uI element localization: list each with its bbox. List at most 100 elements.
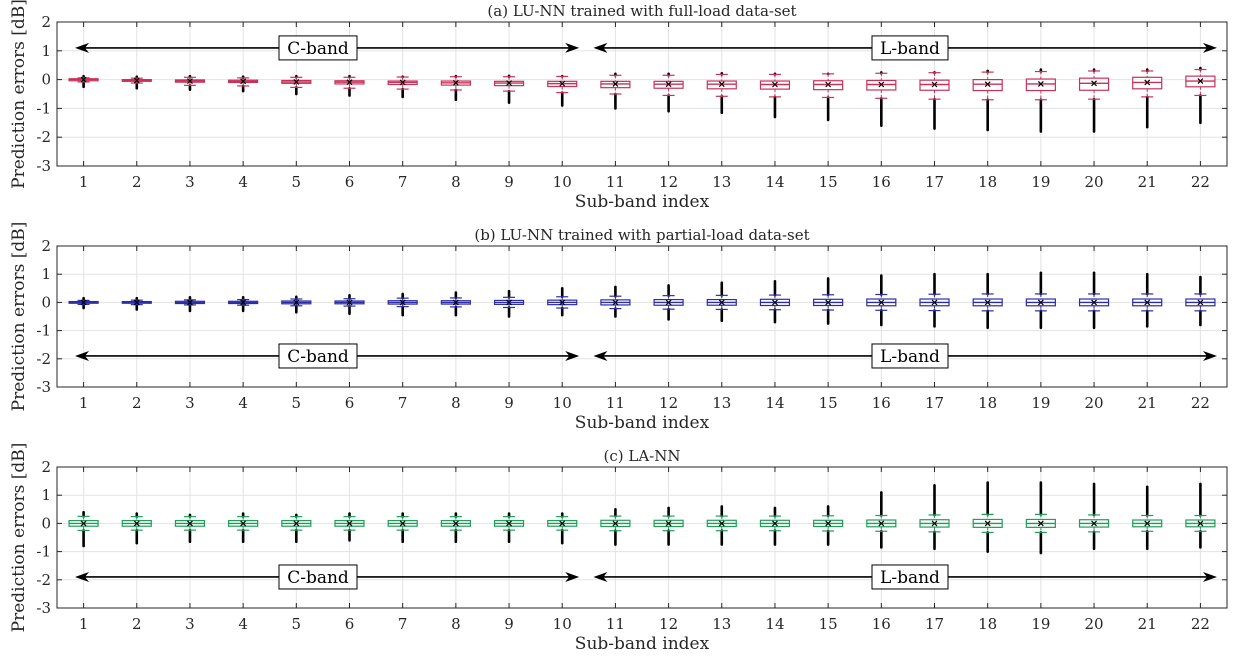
iqr-box	[1025, 78, 1056, 92]
box-16	[866, 71, 897, 127]
xtick-label: 2	[132, 173, 142, 191]
y-axis-label: Prediction errors [dB]	[9, 0, 29, 189]
ytick-label: -3	[36, 599, 51, 617]
mean-marker	[1197, 78, 1204, 84]
mean-marker	[452, 79, 459, 86]
box-20	[1078, 68, 1110, 133]
xtick-label: 17	[925, 615, 944, 633]
mean-marker	[399, 520, 406, 527]
xtick-label: 14	[765, 394, 784, 412]
c-band-label: C-band	[278, 35, 358, 61]
mean-marker	[187, 520, 193, 527]
box-3	[174, 513, 206, 544]
xtick-label: 16	[872, 394, 891, 412]
box-13	[706, 281, 737, 323]
arrow-head-right	[565, 571, 580, 582]
l-band-label-text: L-band	[880, 39, 940, 59]
box-4	[228, 75, 259, 93]
box-8	[440, 291, 471, 317]
y-axis-label: Prediction errors [dB]	[9, 222, 29, 412]
c-band-label-box	[278, 35, 358, 61]
box-22	[1185, 66, 1216, 125]
xtick-label: 14	[765, 615, 784, 633]
arrow-head-right	[565, 42, 580, 53]
ytick-label: -2	[36, 571, 51, 589]
box-21	[1132, 272, 1163, 328]
mean-marker	[506, 299, 512, 306]
mean-marker	[878, 299, 885, 306]
xtick-label: 15	[819, 394, 838, 412]
box-16	[866, 491, 897, 549]
ytick-label: -2	[36, 350, 51, 368]
box-2	[121, 296, 152, 311]
l-band-label: L-band	[871, 343, 949, 369]
ytick-label: 0	[41, 293, 51, 311]
xtick-label: 15	[819, 173, 838, 191]
box-15	[813, 277, 844, 325]
mean-marker	[1037, 520, 1044, 527]
ytick-label: -1	[36, 322, 51, 340]
box-15	[813, 72, 844, 122]
xtick-label: 22	[1191, 173, 1210, 191]
l-band-label-box	[871, 343, 949, 369]
arrow-head-left	[75, 571, 89, 582]
box-9	[493, 512, 525, 544]
mean-marker	[931, 81, 938, 88]
xtick-label: 3	[185, 394, 195, 412]
mean-marker	[452, 520, 459, 527]
mean-marker	[452, 299, 459, 306]
xtick-label: 9	[504, 615, 514, 633]
mean-marker	[931, 520, 938, 527]
mean-marker	[825, 299, 832, 306]
box-3	[174, 74, 206, 91]
mean-marker	[825, 520, 832, 527]
ytick-label: -1	[36, 543, 51, 561]
box-5	[281, 74, 312, 96]
box-15	[813, 505, 844, 546]
xtick-label: 19	[1031, 615, 1050, 633]
xtick-label: 5	[292, 615, 302, 633]
mean-marker	[506, 520, 512, 527]
mean-marker	[133, 77, 140, 84]
xtick-label: 22	[1191, 615, 1210, 633]
l-band-label: L-band	[871, 564, 949, 590]
box-6	[334, 512, 365, 542]
xtick-label: 7	[398, 615, 408, 633]
box-1	[68, 510, 99, 548]
mean-marker	[825, 81, 832, 88]
chart-panel-1: 210-1-2-31 2 3 4 5 6 7 8 9 10 11 12 13 14 15 16 17 18 19 20…	[9, 0, 1228, 212]
xtick-label: 20	[1084, 173, 1103, 191]
xtick-label: 11	[606, 173, 625, 191]
iqr-box	[972, 78, 1003, 92]
mean-marker	[612, 80, 619, 87]
xtick-label: 10	[553, 173, 572, 191]
xtick-label: 18	[978, 394, 997, 412]
xtick-label: 18	[978, 173, 997, 191]
xtick-label: 1	[79, 615, 89, 633]
mean-marker	[399, 299, 406, 306]
box-22	[1185, 275, 1216, 327]
xtick-label: 7	[398, 173, 408, 191]
xtick-label: 21	[1138, 394, 1157, 412]
mean-marker	[559, 520, 566, 527]
arrow-head-left	[75, 350, 89, 361]
xtick-label: 13	[712, 394, 731, 412]
arrow-head-left	[75, 42, 89, 53]
box-14	[759, 506, 791, 546]
box-11	[600, 507, 631, 546]
box-6	[334, 294, 365, 315]
xtick-label: 13	[712, 615, 731, 633]
xtick-label: 6	[345, 173, 355, 191]
box-8	[440, 74, 471, 102]
box-12	[653, 72, 684, 113]
mean-marker	[346, 299, 353, 306]
mean-marker	[399, 79, 406, 86]
x-axis-label: Sub-band index	[575, 192, 710, 212]
xtick-label: 5	[292, 173, 302, 191]
box-22	[1185, 482, 1216, 549]
mean-marker	[772, 299, 778, 306]
arrow-head-right	[1203, 350, 1217, 361]
l-band-label-box	[871, 35, 949, 61]
arrow-head-right	[1203, 571, 1217, 582]
